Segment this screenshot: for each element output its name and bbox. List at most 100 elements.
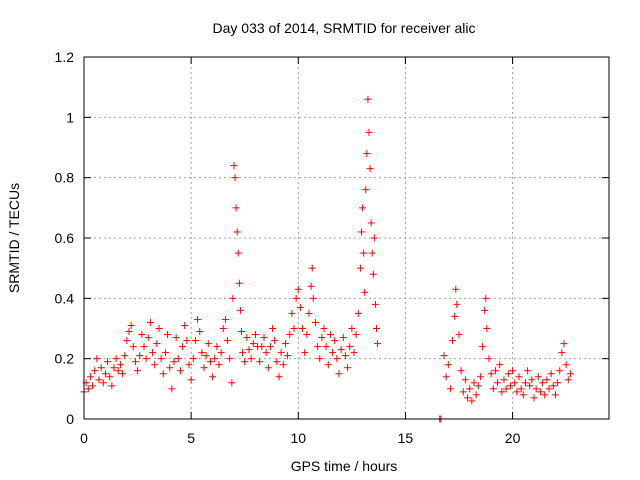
data-point (226, 355, 234, 363)
data-point (230, 162, 238, 170)
data-point (539, 379, 547, 387)
data-point (211, 355, 219, 363)
data-point (191, 337, 199, 345)
y-tick-label: 0 (66, 411, 74, 427)
data-point (142, 355, 150, 363)
data-point (308, 264, 316, 272)
data-point (532, 385, 540, 393)
data-point (91, 367, 99, 375)
data-point (354, 309, 362, 317)
data-point (106, 373, 114, 381)
data-point (363, 150, 371, 158)
data-point (157, 355, 165, 363)
data-point (219, 325, 227, 332)
data-point (549, 382, 557, 390)
data-point (266, 343, 274, 351)
data-point (249, 340, 257, 348)
data-point (483, 325, 491, 332)
chart-title: Day 033 of 2014, SRMTID for receiver ali… (213, 20, 476, 36)
data-point (136, 352, 144, 360)
data-point (457, 367, 465, 375)
data-point (519, 391, 527, 399)
y-tick-label: 0.8 (55, 170, 75, 186)
data-point (181, 321, 189, 329)
data-point (233, 228, 241, 236)
data-point (464, 394, 472, 402)
data-point (470, 379, 478, 387)
data-point (366, 165, 374, 173)
data-point (373, 325, 380, 332)
y-tick-label: 1 (66, 109, 74, 125)
data-point (164, 331, 172, 339)
data-point (509, 367, 517, 375)
data-point (260, 334, 268, 342)
data-point (365, 128, 373, 136)
data-point (286, 331, 294, 339)
data-point (116, 361, 124, 369)
data-point (350, 349, 358, 357)
data-point (183, 337, 191, 345)
data-point (241, 358, 249, 366)
data-point (511, 379, 519, 387)
data-point (515, 373, 523, 381)
data-point (517, 385, 525, 393)
data-point (93, 355, 101, 363)
data-point (194, 315, 202, 323)
data-point (238, 328, 245, 336)
data-point (204, 340, 212, 348)
data-point (271, 337, 279, 345)
data-point (481, 306, 489, 314)
data-point (229, 294, 237, 302)
data-point (487, 370, 495, 378)
data-point (566, 370, 574, 378)
data-point (131, 358, 139, 366)
data-point (554, 379, 562, 387)
data-point (213, 343, 221, 351)
data-point (138, 331, 146, 339)
data-point (134, 367, 142, 375)
x-tick-label: 5 (187, 430, 195, 446)
data-point (364, 95, 372, 103)
data-point (506, 382, 514, 390)
data-point (269, 325, 277, 332)
data-point (476, 373, 484, 381)
data-point (185, 361, 193, 369)
data-point (545, 385, 553, 393)
data-point (371, 300, 379, 308)
data-point (95, 376, 103, 384)
data-point (324, 361, 332, 369)
data-point (504, 370, 512, 378)
y-tick-label: 0.6 (55, 230, 75, 246)
data-point (344, 364, 352, 372)
data-point (442, 373, 450, 381)
data-point (356, 264, 364, 272)
data-point (526, 382, 534, 390)
data-point (89, 382, 97, 390)
plot-frame (83, 56, 610, 420)
data-point (206, 358, 214, 366)
data-point (498, 388, 506, 396)
data-point (146, 318, 154, 326)
data-point (455, 331, 463, 339)
data-point (468, 397, 476, 405)
data-point (125, 328, 133, 336)
data-point (513, 388, 521, 396)
data-point (284, 352, 292, 360)
data-point (461, 376, 469, 384)
data-point (311, 318, 319, 326)
data-point (153, 340, 161, 348)
data-point (127, 321, 135, 329)
data-point (305, 309, 313, 317)
data-point (482, 294, 490, 302)
data-point (243, 334, 251, 342)
data-point (174, 355, 182, 363)
data-point (264, 364, 272, 372)
data-point (361, 288, 369, 296)
data-point (251, 331, 259, 339)
data-point (479, 343, 487, 351)
data-point (452, 285, 460, 293)
data-point (236, 306, 244, 314)
data-point (123, 337, 131, 345)
data-point (521, 379, 529, 387)
